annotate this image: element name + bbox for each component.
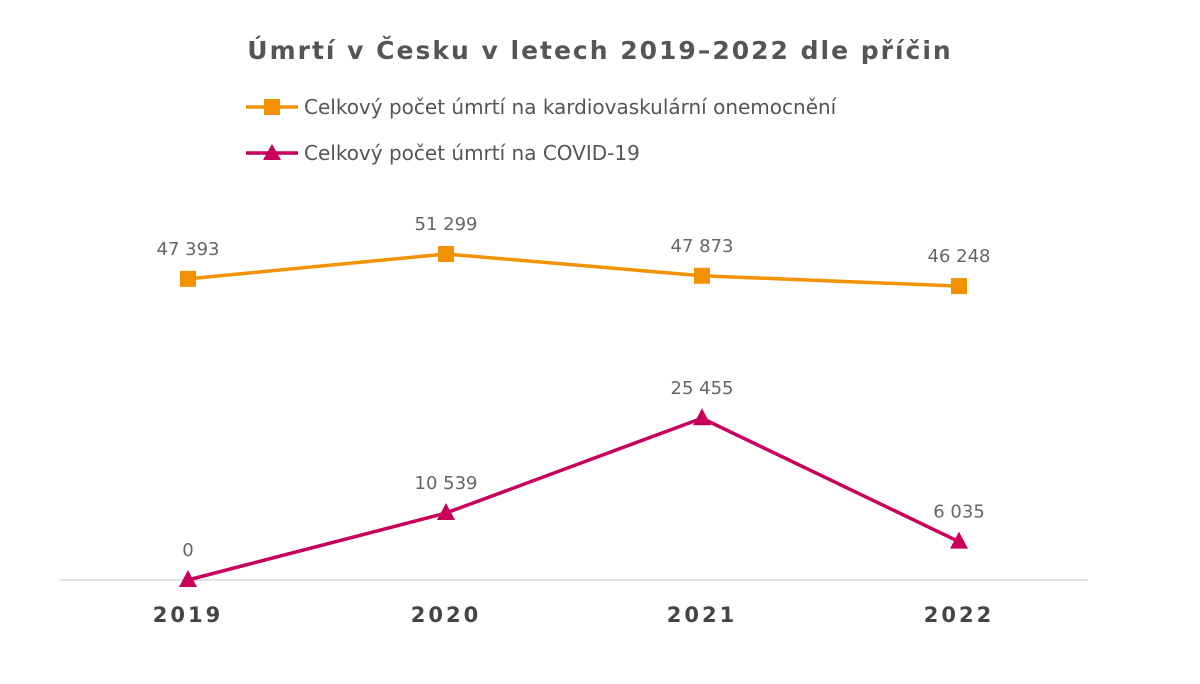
data-label: 25 455 xyxy=(671,378,734,399)
data-label: 47 873 xyxy=(671,236,734,257)
legend-label-cardio: Celkový počet úmrtí na kardiovaskulární … xyxy=(304,95,837,119)
data-point-triangle xyxy=(950,531,968,549)
data-point-triangle xyxy=(437,503,455,521)
data-point-triangle xyxy=(693,408,711,426)
legend-item-cardio: Celkový počet úmrtí na kardiovaskulární … xyxy=(244,92,836,122)
data-label: 46 248 xyxy=(928,246,991,267)
series-line-covid xyxy=(187,416,960,582)
x-tick-label: 2021 xyxy=(667,603,737,627)
x-tick-label: 2020 xyxy=(411,603,481,627)
data-point-square xyxy=(438,246,454,262)
data-label: 0 xyxy=(182,540,193,561)
legend-label-covid: Celkový počet úmrtí na COVID-19 xyxy=(304,141,640,165)
data-label: 6 035 xyxy=(933,502,985,523)
x-tick-label: 2022 xyxy=(924,603,994,627)
data-label: 51 299 xyxy=(415,214,478,235)
data-point-square xyxy=(694,267,710,284)
series-line-cardio xyxy=(187,252,960,288)
triangle-marker-icon xyxy=(246,144,298,160)
square-marker-icon xyxy=(246,99,298,115)
data-point-square xyxy=(951,278,967,295)
data-label: 10 539 xyxy=(415,473,478,494)
data-point-triangle xyxy=(179,570,197,587)
data-point-square xyxy=(180,270,196,287)
x-tick-label: 2019 xyxy=(153,603,223,627)
legend-item-covid: Celkový počet úmrtí na COVID-19 xyxy=(244,138,640,168)
chart-title: Úmrtí v Česku v letech 2019–2022 dle pří… xyxy=(247,36,953,65)
data-label: 47 393 xyxy=(157,239,220,260)
